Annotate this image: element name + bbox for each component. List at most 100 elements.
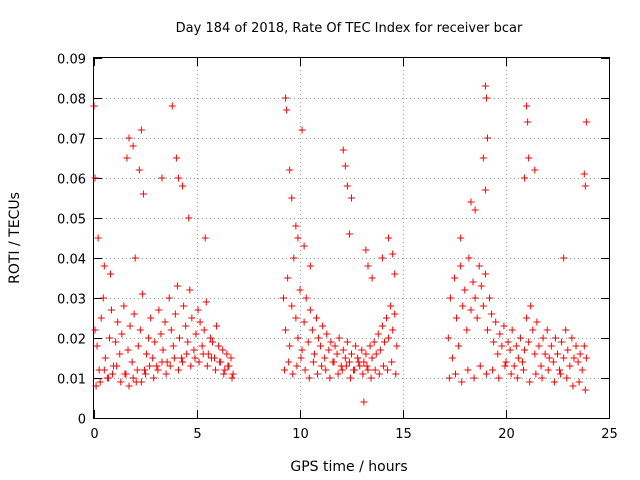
data-point xyxy=(334,370,342,378)
data-point xyxy=(169,342,177,350)
data-point xyxy=(520,366,528,374)
data-point xyxy=(385,334,393,342)
data-point xyxy=(367,374,375,382)
data-point xyxy=(151,338,159,346)
data-point xyxy=(376,346,384,354)
data-point xyxy=(140,366,148,374)
data-point xyxy=(465,254,473,262)
data-point xyxy=(327,338,335,346)
data-point xyxy=(207,354,215,362)
data-point xyxy=(179,358,187,366)
data-point xyxy=(392,370,400,378)
data-point xyxy=(286,166,294,174)
data-point xyxy=(173,282,181,290)
y-tick-label: 0.09 xyxy=(57,53,86,68)
data-point xyxy=(507,370,515,378)
data-point xyxy=(385,234,393,242)
data-point xyxy=(368,354,376,362)
data-point xyxy=(317,342,325,350)
data-point xyxy=(175,334,183,342)
data-point xyxy=(502,358,510,366)
data-point xyxy=(224,362,232,370)
data-point xyxy=(293,362,301,370)
data-point xyxy=(161,318,169,326)
data-point xyxy=(453,314,461,322)
y-tick-label: 0.06 xyxy=(57,173,86,188)
data-point xyxy=(106,270,114,278)
data-point xyxy=(523,102,531,110)
data-point xyxy=(150,374,158,382)
data-point xyxy=(352,342,360,350)
data-point xyxy=(182,322,190,330)
data-point xyxy=(191,354,199,362)
data-point xyxy=(572,342,580,350)
data-point xyxy=(531,166,539,174)
data-point xyxy=(309,358,317,366)
data-point xyxy=(229,370,237,378)
data-point xyxy=(354,354,362,362)
data-point xyxy=(457,234,465,242)
data-point xyxy=(379,362,387,370)
data-point xyxy=(139,190,147,198)
data-point xyxy=(569,382,577,390)
data-point xyxy=(188,314,196,322)
data-point xyxy=(346,374,354,382)
data-point xyxy=(285,358,293,366)
data-point xyxy=(292,314,300,322)
data-point xyxy=(343,182,351,190)
data-point xyxy=(504,338,512,346)
data-point xyxy=(451,274,458,282)
data-point xyxy=(158,174,166,182)
data-point xyxy=(216,358,224,366)
data-point xyxy=(545,354,553,362)
data-point xyxy=(281,366,289,374)
data-point xyxy=(483,134,491,142)
data-point xyxy=(294,234,302,242)
data-point xyxy=(125,382,133,390)
data-point xyxy=(479,154,487,162)
data-point xyxy=(366,342,374,350)
y-tick-label: 0.07 xyxy=(57,133,86,148)
data-point xyxy=(105,334,113,342)
data-point xyxy=(183,350,191,358)
data-point xyxy=(348,350,355,358)
chart-title: Day 184 of 2018, Rate Of TEC Index for r… xyxy=(176,21,523,36)
data-point xyxy=(551,334,559,342)
data-point xyxy=(378,254,386,262)
data-point xyxy=(351,366,359,374)
data-point xyxy=(185,214,193,222)
data-point xyxy=(356,362,364,370)
data-point xyxy=(482,94,490,102)
data-point xyxy=(452,370,460,378)
x-tick-label: 5 xyxy=(193,427,201,442)
data-point xyxy=(194,306,202,314)
data-point xyxy=(306,262,314,270)
data-point xyxy=(168,102,176,110)
data-point xyxy=(228,374,236,382)
data-point xyxy=(574,358,582,366)
data-point xyxy=(372,350,380,358)
data-point xyxy=(153,362,161,370)
data-point xyxy=(335,334,343,342)
data-point xyxy=(341,162,349,170)
data-point xyxy=(554,350,561,358)
data-point xyxy=(547,342,555,350)
data-point xyxy=(521,346,529,354)
data-point xyxy=(118,330,126,338)
data-point xyxy=(99,294,107,302)
data-point xyxy=(178,354,186,362)
y-axis-label: ROTI / TECUs xyxy=(7,192,23,284)
data-point xyxy=(100,366,108,374)
data-point xyxy=(576,350,584,358)
data-point xyxy=(157,330,165,338)
data-point xyxy=(457,262,465,270)
data-point xyxy=(566,362,574,370)
data-point xyxy=(467,198,475,206)
data-point xyxy=(471,294,479,302)
data-point xyxy=(104,374,112,382)
data-point xyxy=(541,350,549,358)
data-point xyxy=(461,286,469,294)
data-point xyxy=(525,154,533,162)
data-point xyxy=(305,374,313,382)
data-point xyxy=(196,318,204,326)
